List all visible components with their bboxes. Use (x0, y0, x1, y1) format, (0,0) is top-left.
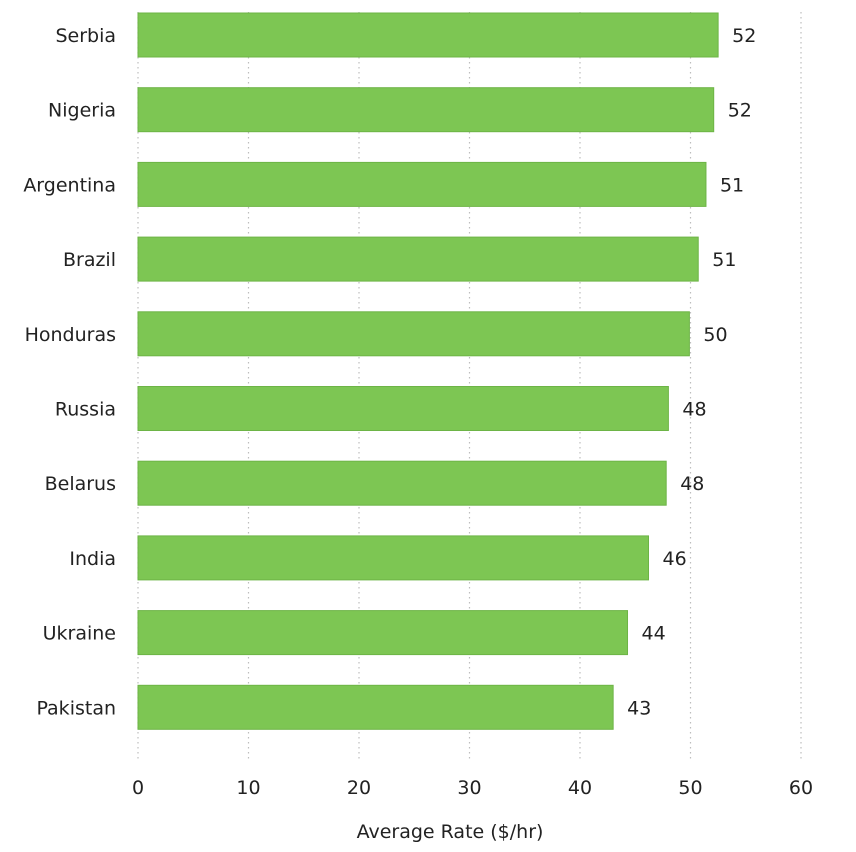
value-label: 43 (627, 697, 651, 719)
value-label: 48 (682, 399, 706, 421)
x-tick-label: 20 (347, 777, 371, 799)
bar (137, 236, 699, 282)
value-labels: 52 52 51 51 50 48 48 46 44 43 (627, 25, 756, 719)
category-label: Belarus (45, 473, 116, 495)
bar (137, 161, 707, 207)
value-label: 51 (712, 249, 736, 271)
category-label: Pakistan (36, 697, 116, 719)
x-tick-label: 0 (132, 777, 144, 799)
bar (137, 535, 650, 581)
value-label: 50 (703, 324, 727, 346)
bar (137, 12, 719, 58)
value-label: 51 (720, 174, 744, 196)
category-label: Argentina (23, 174, 116, 196)
value-label: 44 (642, 623, 666, 645)
category-label: Honduras (25, 324, 116, 346)
category-label: Nigeria (48, 100, 116, 122)
x-tick-label: 50 (678, 777, 702, 799)
bar (137, 610, 629, 656)
category-label: Russia (55, 399, 116, 421)
x-tick-label: 60 (789, 777, 813, 799)
value-label: 48 (680, 473, 704, 495)
bar (137, 311, 690, 357)
x-axis-title: Average Rate ($/hr) (357, 821, 544, 843)
category-label: India (69, 548, 116, 570)
x-axis-ticks: 0 10 20 30 40 50 60 (132, 777, 813, 799)
value-label: 52 (732, 25, 756, 47)
value-label: 52 (728, 100, 752, 122)
x-tick-label: 10 (236, 777, 260, 799)
category-label: Ukraine (43, 623, 116, 645)
x-tick-label: 40 (568, 777, 592, 799)
bars (137, 12, 719, 730)
bar (137, 684, 614, 730)
category-label: Serbia (55, 25, 116, 47)
bar (137, 87, 715, 133)
bar (137, 460, 667, 506)
value-label: 46 (663, 548, 687, 570)
bar (137, 386, 669, 431)
x-tick-label: 30 (457, 777, 481, 799)
category-label: Brazil (63, 249, 116, 271)
category-labels: Serbia Nigeria Argentina Brazil Honduras Russ… (23, 25, 116, 719)
